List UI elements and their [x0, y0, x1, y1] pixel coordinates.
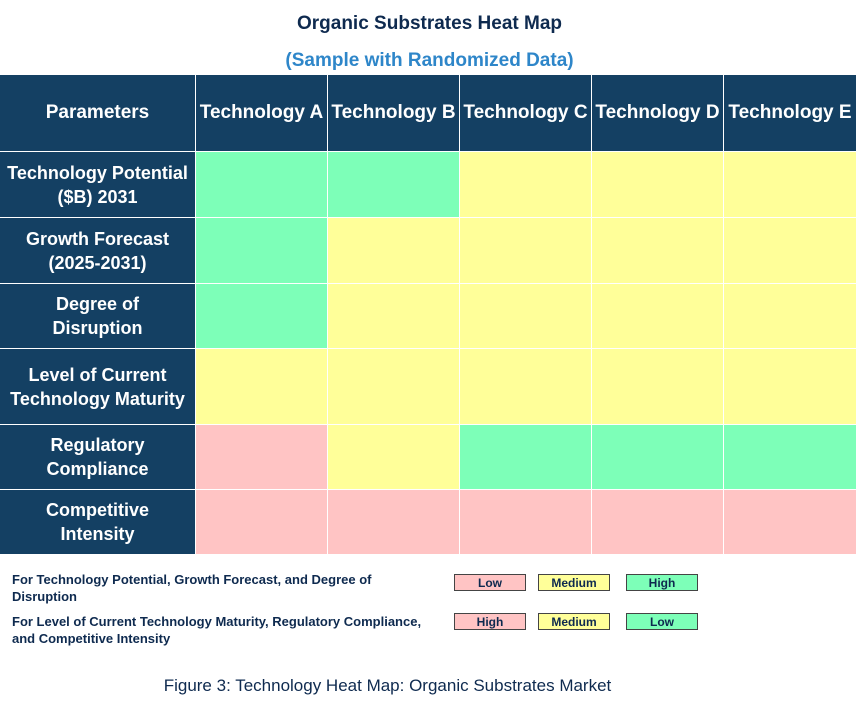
heatmap-cell [328, 490, 460, 555]
row-header-label: Technology Potential ($B) 2031 [7, 161, 188, 209]
legend-chip: Low [626, 613, 698, 630]
heatmap-cell [460, 490, 592, 555]
heatmap-cell [724, 152, 857, 218]
legend-chip: High [626, 574, 698, 591]
row-header-label: Competitive Intensity [46, 498, 149, 546]
row-header-label: Regulatory Compliance [46, 433, 148, 481]
heatmap-cell [328, 349, 460, 425]
heatmap-cell [328, 284, 460, 349]
heatmap-cell [592, 349, 724, 425]
chart-subtitle: (Sample with Randomized Data) [285, 50, 574, 71]
heatmap-cell [328, 152, 460, 218]
heatmap-cell [460, 349, 592, 425]
legend-maturity-text: For Level of Current Technology Maturity… [12, 614, 422, 646]
row-header-label: Growth Forecast (2025-2031) [26, 227, 169, 275]
column-header: Technology C [460, 75, 592, 152]
heatmap-cell [196, 152, 328, 218]
heatmap-cell [592, 218, 724, 284]
heatmap-cell [328, 218, 460, 284]
row-header-line: Compliance [46, 459, 149, 479]
heatmap-cell [460, 425, 592, 490]
legend-potential-text: For Technology Potential, Growth Forecas… [12, 572, 372, 604]
heatmap-cell [328, 425, 460, 490]
heatmap-cell [592, 490, 724, 555]
legend-chip: Medium [538, 574, 610, 591]
row-header: Degree of Disruption [0, 284, 196, 349]
row-header-line: Competitive [45, 500, 150, 520]
heatmap-cell [196, 284, 328, 349]
legend-chip: Low [454, 574, 526, 591]
row-header: Technology Potential ($B) 2031 [0, 152, 196, 218]
heatmap-cell [724, 284, 857, 349]
row-header-line: Growth Forecast [25, 228, 170, 249]
column-header: Technology A [196, 75, 328, 152]
column-header: Technology B [328, 75, 460, 152]
row-header-line: Degree of [55, 294, 140, 314]
row-header: Competitive Intensity [0, 490, 196, 555]
column-header: Technology D [592, 75, 724, 152]
row-header-line: Technology Maturity [10, 388, 185, 409]
heatmap-grid: Parameters Technology A Technology B Techno… [0, 75, 857, 555]
corner-header: Parameters [0, 75, 196, 152]
heatmap-cell [460, 218, 592, 284]
row-header-label: Level of Current Technology Maturity [10, 363, 185, 411]
row-header-line: (2025-2031) [48, 252, 147, 273]
row-header-label: Degree of Disruption [53, 292, 143, 340]
heatmap-cell [724, 490, 857, 555]
heatmap-cell [460, 284, 592, 349]
heatmap-cell [724, 349, 857, 425]
row-header-line: Technology Potential [7, 162, 188, 183]
row-header-line: ($B) 2031 [57, 186, 138, 207]
row-header: Level of Current Technology Maturity [0, 349, 196, 425]
chart-title: Organic Substrates Heat Map [296, 13, 563, 34]
heatmap-cell [724, 218, 857, 284]
heatmap-cell [460, 152, 592, 218]
heatmap-cell [196, 218, 328, 284]
legend-chip: Medium [538, 613, 610, 630]
row-header-line: Disruption [52, 318, 143, 338]
heatmap-cell [196, 425, 328, 490]
legend-chip: High [454, 613, 526, 630]
row-header: Growth Forecast (2025-2031) [0, 218, 196, 284]
figure-caption: Figure 3: Technology Heat Map: Organic S… [163, 676, 612, 695]
heatmap-cell [196, 349, 328, 425]
row-header-line: Regulatory [50, 435, 145, 455]
heatmap-cell [592, 152, 724, 218]
heatmap-cell [196, 490, 328, 555]
column-header: Technology E [724, 75, 857, 152]
row-header-line: Intensity [60, 524, 135, 544]
row-header-line: Level of Current [28, 364, 167, 385]
heatmap-cell [724, 425, 857, 490]
heatmap-cell [592, 284, 724, 349]
heatmap-cell [592, 425, 724, 490]
row-header: Regulatory Compliance [0, 425, 196, 490]
